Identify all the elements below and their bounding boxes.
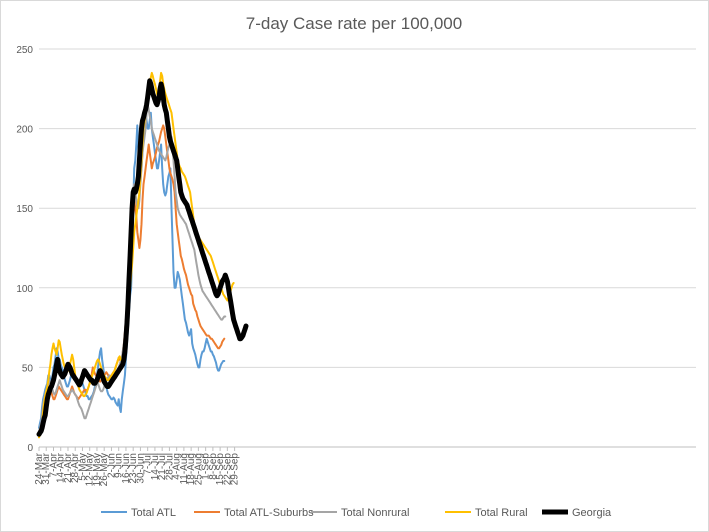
x-tick-label: 16-Jun: [121, 453, 132, 484]
legend-label: Total ATL-Suburbs: [224, 507, 314, 519]
x-tick-label: 23-Jun: [128, 453, 139, 484]
x-tick-label: 14-Apr: [56, 452, 67, 483]
y-tick-label: 150: [16, 204, 33, 215]
x-tick-label: 4-Aug: [172, 453, 183, 480]
x-tick-label: 24-Mar: [34, 452, 45, 484]
legend-item-total-nonrural: Total Nonrural: [311, 507, 409, 519]
legend-label: Total Rural: [475, 507, 528, 519]
series-line-georgia: [36, 78, 249, 437]
legend-item-total-atl-suburbs: Total ATL-Suburbs: [194, 507, 314, 519]
x-tick-label: 7-Jul: [143, 453, 154, 475]
x-tick-label: 8-Sep: [208, 453, 219, 480]
x-tick-label: 7-Apr: [48, 452, 59, 477]
y-tick-label: 100: [16, 284, 33, 295]
chart-title: 7-day Case rate per 100,000: [246, 14, 462, 33]
x-tick-label: 29-Sep: [230, 453, 241, 486]
x-tick-label: 18-Aug: [186, 453, 197, 485]
x-tick-label: 19-May: [92, 453, 103, 486]
x-tick-label: 28-Apr: [70, 452, 81, 483]
x-tick-label: 21-Apr: [63, 452, 74, 483]
x-tick-label: 5-May: [77, 453, 88, 481]
x-tick-label: 12-May: [85, 453, 96, 486]
x-tick-label: 14-Jul: [150, 453, 161, 480]
y-tick-label: 200: [16, 125, 33, 136]
y-tick-label: 250: [16, 45, 33, 56]
legend-item-georgia: Georgia: [542, 507, 612, 519]
legend-label: Georgia: [572, 507, 612, 519]
x-tick-label: 26-May: [99, 453, 110, 486]
x-axis-ticks: 24-Mar31-Mar7-Apr14-Apr21-Apr28-Apr5-May…: [34, 447, 241, 486]
x-tick-label: 11-Aug: [179, 453, 190, 485]
series-lines: [36, 71, 249, 439]
legend-label: Total ATL: [131, 507, 176, 519]
x-tick-label: 21-Jul: [157, 453, 168, 480]
y-axis-ticks: 0 50 100 150 200 250: [16, 45, 33, 454]
legend: Total ATL Total ATL-Suburbs Total Nonrural…: [101, 507, 612, 519]
x-tick-label: 1-Sep: [201, 453, 212, 480]
legend-label: Total Nonrural: [341, 507, 409, 519]
x-tick-label: 31-Mar: [41, 452, 52, 484]
x-tick-label: 2-Jun: [106, 453, 117, 478]
x-tick-label: 25-Aug: [193, 453, 204, 485]
x-tick-label: 22-Sep: [222, 453, 233, 486]
x-tick-label: 15-Sep: [215, 453, 226, 486]
legend-item-total-atl: Total ATL: [101, 507, 176, 519]
y-tick-label: 50: [22, 363, 34, 374]
x-tick-label: 28-Jul: [164, 453, 175, 480]
x-tick-label: 30-Jun: [135, 453, 146, 484]
y-tick-label: 0: [27, 443, 33, 454]
x-tick-label: 9-Jun: [114, 453, 125, 478]
legend-item-total-rural: Total Rural: [445, 507, 528, 519]
